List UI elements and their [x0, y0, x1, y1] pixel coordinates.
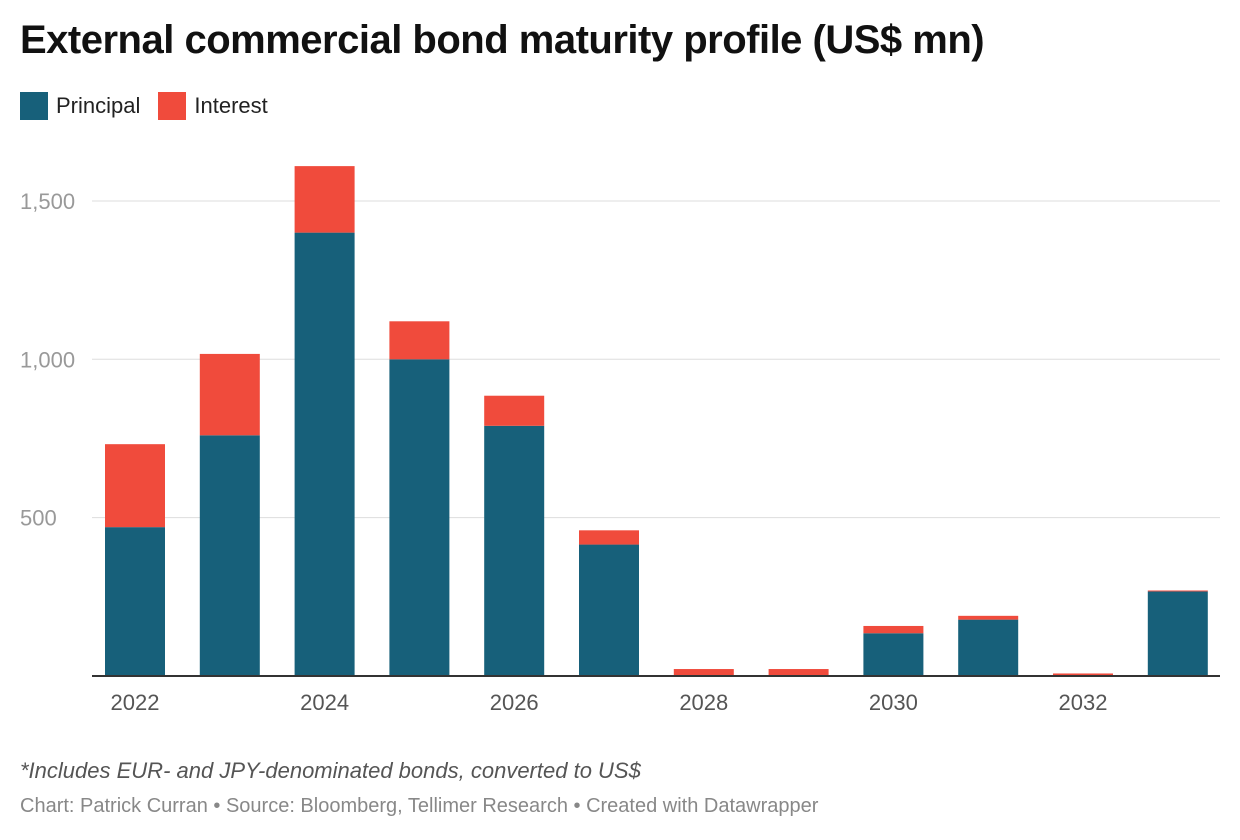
legend-item-interest: Interest — [158, 92, 268, 120]
bar-principal-2026 — [484, 425, 545, 676]
y-tick-label-500: 500 — [20, 506, 57, 531]
bar-interest-2026 — [484, 395, 545, 426]
bar-interest-2023 — [199, 353, 260, 436]
bar-interest-2028 — [673, 669, 734, 676]
x-tick-label-2030: 2030 — [869, 690, 918, 715]
bar-principal-2030 — [863, 633, 924, 676]
bar-interest-2024 — [294, 166, 355, 233]
bar-interest-2022 — [105, 444, 165, 528]
legend-label-principal: Principal — [56, 93, 141, 118]
y-tick-label-1000: 1,000 — [20, 347, 75, 372]
bar-principal-2024 — [294, 232, 355, 676]
bar-interest-2025 — [389, 321, 450, 360]
chart-source: Chart: Patrick Curran • Source: Bloomber… — [20, 795, 819, 817]
chart-note: *Includes EUR- and JPY-denominated bonds… — [20, 758, 641, 783]
x-tick-label-2032: 2032 — [1059, 690, 1108, 715]
bar-principal-2022 — [105, 527, 165, 676]
legend-swatch-interest — [158, 92, 187, 120]
bar-interest-2029 — [768, 669, 829, 676]
x-tick-label-2026: 2026 — [490, 690, 539, 715]
bar-interest-2030 — [863, 625, 924, 634]
legend-item-principal: Principal — [20, 92, 140, 120]
bar-principal-2031 — [958, 619, 1019, 676]
bar-interest-2033 — [1147, 590, 1208, 592]
bar-principal-2025 — [389, 359, 450, 676]
bar-principal-2027 — [579, 544, 639, 676]
bar-chart: 500 1,000 1,500 2022 2024 2026 2028 2030 2032 — [20, 166, 1220, 715]
bar-interest-2031 — [958, 615, 1019, 620]
legend-label-interest: Interest — [194, 93, 268, 118]
legend: Principal Interest — [20, 92, 268, 120]
x-tick-label-2028: 2028 — [679, 690, 728, 715]
bar-interest-2032 — [1053, 673, 1113, 676]
bar-principal-2033 — [1147, 591, 1208, 676]
bar-principal-2023 — [199, 435, 260, 676]
chart-title: External commercial bond maturity profil… — [20, 18, 985, 62]
bar-interest-2027 — [579, 530, 639, 545]
x-tick-label-2024: 2024 — [300, 690, 349, 715]
x-tick-label-2022: 2022 — [111, 690, 160, 715]
y-tick-label-1500: 1,500 — [20, 189, 75, 214]
legend-swatch-principal — [20, 92, 48, 120]
